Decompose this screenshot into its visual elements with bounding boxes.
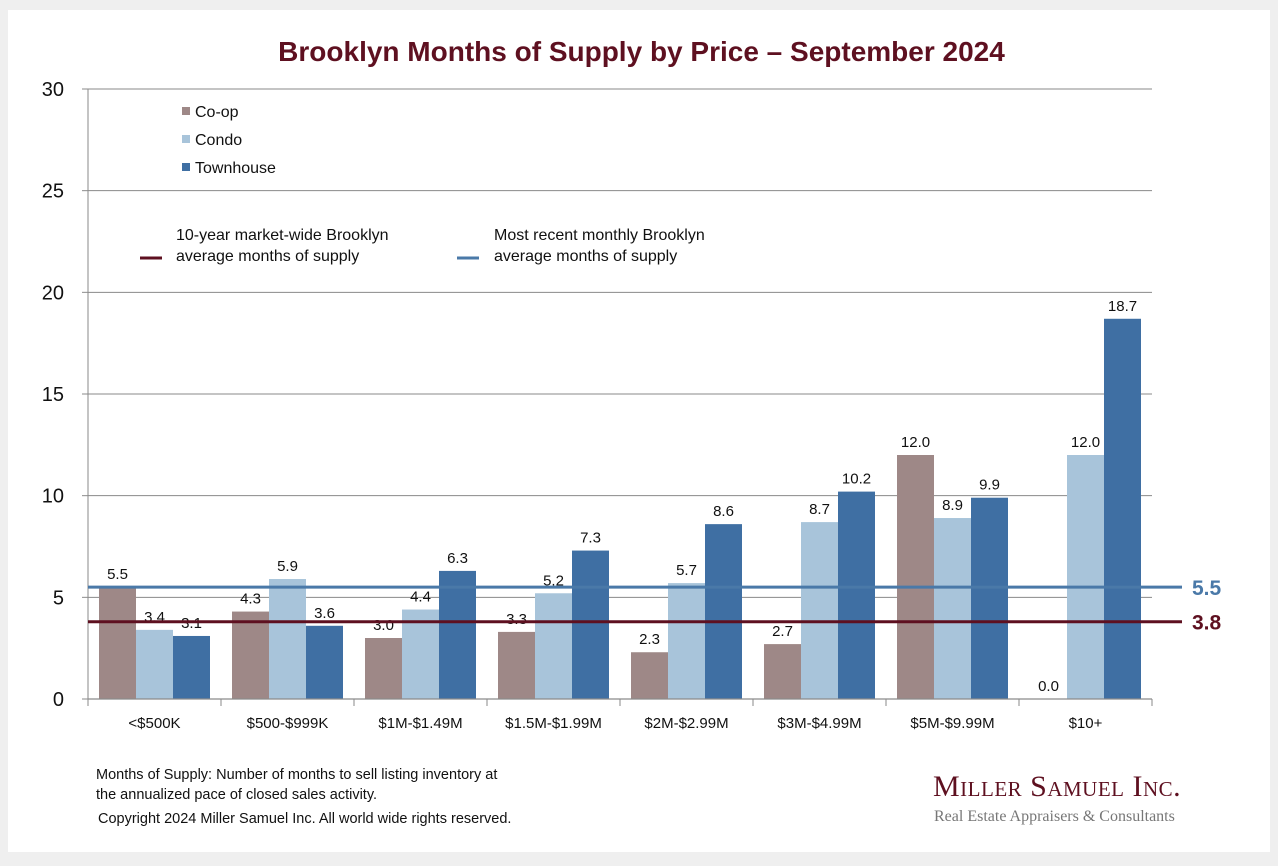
x-axis: <$500K $500-$999K $1M-$1.49M $1.5M-$1.99M $2… bbox=[87, 698, 1153, 732]
y-tick-label: 30 bbox=[42, 79, 64, 101]
bar-co-op bbox=[99, 587, 136, 699]
data-label: 5.5 bbox=[107, 566, 128, 583]
legend-swatch bbox=[182, 135, 190, 143]
y-tick-label: 25 bbox=[42, 181, 64, 203]
company-tagline: Real Estate Appraisers & Consultants bbox=[934, 808, 1175, 825]
legend: Co-op Condo Townhouse 10-year market-wide B… bbox=[140, 104, 705, 265]
bar-condo bbox=[1067, 455, 1104, 699]
data-label: 8.6 bbox=[713, 503, 734, 520]
legend-line-label: 10-year market-wide Brooklyn bbox=[176, 227, 389, 244]
data-label: 12.0 bbox=[1071, 434, 1100, 451]
definition-line-1: Months of Supply: Number of months to se… bbox=[96, 767, 498, 783]
data-label: 9.9 bbox=[979, 477, 1000, 494]
x-tick-label: $3M-$4.99M bbox=[777, 715, 861, 732]
data-label: 2.3 bbox=[639, 631, 660, 648]
definition-line-2: the annualized pace of closed sales acti… bbox=[96, 787, 378, 803]
y-tick-label: 5 bbox=[53, 587, 64, 609]
bar-townhouse bbox=[705, 524, 742, 699]
legend-line-label: average months of supply bbox=[494, 248, 677, 265]
data-label: 4.3 bbox=[240, 591, 261, 608]
data-label: 5.2 bbox=[543, 572, 564, 589]
x-tick-label: $10+ bbox=[1069, 715, 1103, 732]
bar-condo bbox=[136, 629, 173, 699]
bar-co-op bbox=[498, 631, 535, 699]
data-label: 10.2 bbox=[842, 471, 871, 488]
copyright-note: Copyright 2024 Miller Samuel Inc. All wo… bbox=[98, 811, 512, 827]
bar-townhouse bbox=[838, 491, 875, 699]
company-logo: Miller Samuel Inc. bbox=[933, 770, 1182, 803]
bar-condo bbox=[668, 583, 705, 699]
bar-condo bbox=[934, 518, 971, 699]
bar-townhouse bbox=[173, 635, 210, 699]
data-label: 3.4 bbox=[144, 609, 165, 626]
data-label: 3.3 bbox=[506, 611, 527, 628]
y-tick-label: 10 bbox=[42, 486, 64, 508]
x-tick-label: $1M-$1.49M bbox=[378, 715, 462, 732]
reference-lines: 3.8 5.5 bbox=[88, 577, 1222, 635]
data-label: 5.7 bbox=[676, 562, 697, 579]
data-label: 5.9 bbox=[277, 558, 298, 575]
definition-note: Months of Supply: Number of months to se… bbox=[96, 765, 497, 805]
data-label: 3.0 bbox=[373, 617, 394, 634]
legend-line-label: average months of supply bbox=[176, 248, 359, 265]
bar-co-op bbox=[365, 638, 402, 699]
legend-swatch bbox=[182, 107, 190, 115]
data-label: 0.0 bbox=[1038, 678, 1059, 695]
y-axis: 0 5 10 15 20 25 30 bbox=[42, 79, 89, 711]
bars bbox=[99, 318, 1141, 699]
x-tick-label: $5M-$9.99M bbox=[910, 715, 994, 732]
x-tick-label: $2M-$2.99M bbox=[644, 715, 728, 732]
y-tick-label: 0 bbox=[53, 689, 64, 711]
bar-townhouse bbox=[971, 497, 1008, 699]
bar-townhouse bbox=[572, 550, 609, 699]
reference-value-label: 5.5 bbox=[1192, 577, 1222, 600]
reference-value-label: 3.8 bbox=[1192, 612, 1222, 635]
chart-title: Brooklyn Months of Supply by Price – Sep… bbox=[278, 36, 1005, 67]
legend-line-label: Most recent monthly Brooklyn bbox=[494, 227, 705, 244]
bar-townhouse bbox=[306, 625, 343, 699]
x-tick-label: $500-$999K bbox=[247, 715, 329, 732]
bar-townhouse bbox=[439, 570, 476, 699]
data-label: 2.7 bbox=[772, 623, 793, 640]
data-label: 7.3 bbox=[580, 530, 601, 547]
data-labels: 5.5 3.4 3.1 4.3 5.9 3.6 3.0 4.4 6.3 3.3 5.2 7.3 2.3 5… bbox=[107, 298, 1137, 695]
chart-card bbox=[8, 10, 1270, 852]
data-label: 3.1 bbox=[181, 615, 202, 632]
data-label: 12.0 bbox=[901, 434, 930, 451]
bar-co-op bbox=[631, 652, 668, 699]
legend-swatch bbox=[182, 163, 190, 171]
bar-co-op bbox=[897, 455, 934, 699]
data-label: 4.4 bbox=[410, 589, 431, 606]
bar-co-op bbox=[764, 644, 801, 699]
y-tick-label: 15 bbox=[42, 384, 64, 406]
data-label: 18.7 bbox=[1108, 298, 1137, 315]
legend-label: Condo bbox=[195, 132, 242, 149]
bar-townhouse bbox=[1104, 318, 1141, 699]
data-label: 6.3 bbox=[447, 550, 468, 567]
data-label: 8.7 bbox=[809, 501, 830, 518]
gridlines bbox=[88, 88, 1152, 598]
y-tick-label: 20 bbox=[42, 282, 64, 304]
bar-condo bbox=[269, 579, 306, 699]
legend-label: Co-op bbox=[195, 104, 239, 121]
data-label: 3.6 bbox=[314, 605, 335, 622]
x-tick-label: <$500K bbox=[128, 715, 180, 732]
bar-condo bbox=[535, 593, 572, 699]
legend-label: Townhouse bbox=[195, 160, 276, 177]
bar-co-op bbox=[232, 611, 269, 699]
bar-condo bbox=[801, 522, 838, 699]
data-label: 8.9 bbox=[942, 497, 963, 514]
bar-condo bbox=[402, 609, 439, 699]
x-tick-label: $1.5M-$1.99M bbox=[505, 715, 602, 732]
